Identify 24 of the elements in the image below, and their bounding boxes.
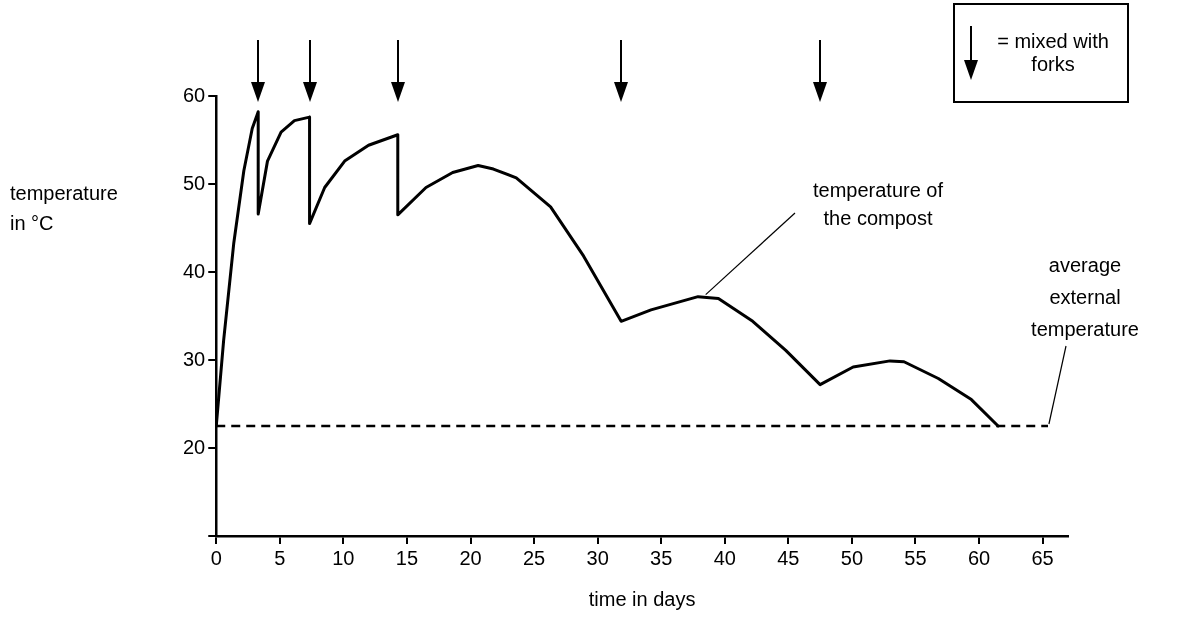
x-tick-label: 15 xyxy=(395,546,419,569)
x-tick-label: 50 xyxy=(840,546,864,569)
y-tick-label: 60 xyxy=(183,83,206,106)
text: = mixed with forks xyxy=(996,30,1110,76)
y-tick-label: 50 xyxy=(183,171,206,194)
x-tick-label: 35 xyxy=(650,546,673,569)
y-tick-label: 30 xyxy=(183,347,206,370)
x-tick-label: 10 xyxy=(332,546,355,569)
x-tick-label: 25 xyxy=(522,546,546,569)
x-tick-label: 30 xyxy=(586,546,609,569)
y-tick-label: 40 xyxy=(183,259,206,282)
y-axis-title: temperature in °C xyxy=(10,181,119,236)
x-axis-title: time in days xyxy=(588,587,696,610)
x-tick-label: 65 xyxy=(1031,546,1054,569)
x-tick-label: 40 xyxy=(713,546,736,569)
x-tick-label: 0 xyxy=(210,546,222,569)
x-tick-label: 20 xyxy=(459,546,482,569)
x-tick-label: 45 xyxy=(777,546,800,569)
annotation: average external temperature xyxy=(1030,253,1140,342)
x-tick-label: 55 xyxy=(904,546,927,569)
x-tick-label: 5 xyxy=(274,546,286,569)
annotation: temperature of the compost xyxy=(811,178,945,231)
x-tick-label: 60 xyxy=(967,546,991,569)
y-tick-label: 20 xyxy=(183,435,206,458)
